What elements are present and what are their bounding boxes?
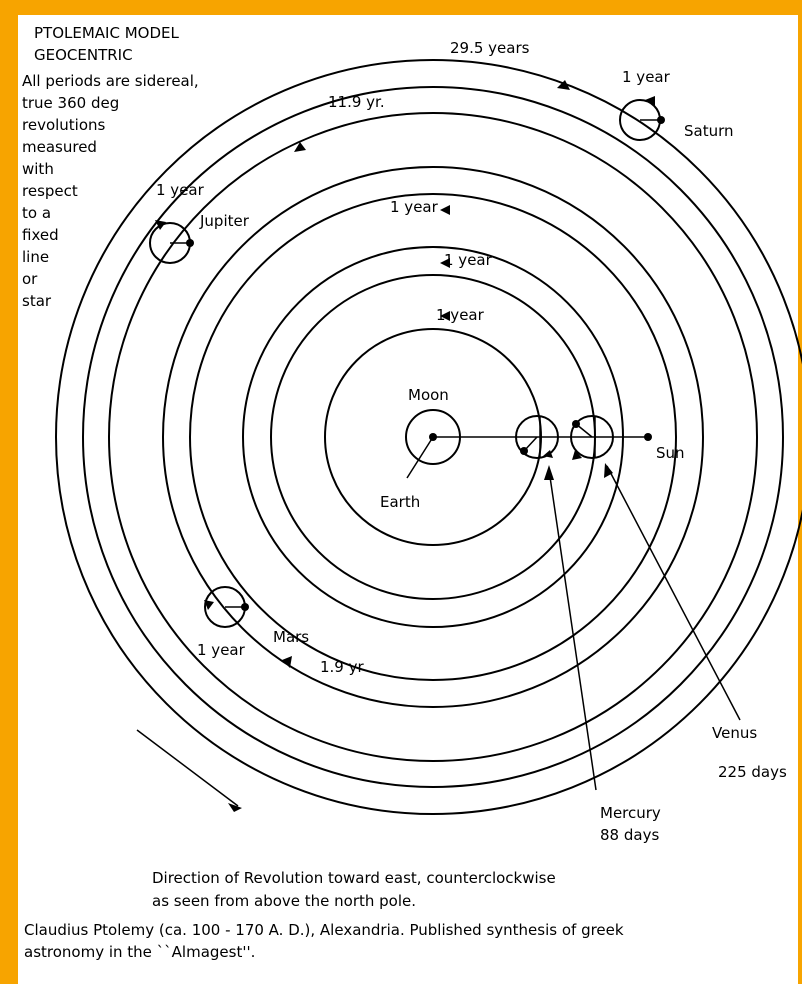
note: fixed: [22, 226, 59, 244]
label: Sun: [656, 444, 685, 462]
label: Moon: [408, 386, 449, 404]
title: PTOLEMAIC MODEL: [34, 24, 179, 42]
note: respect: [22, 182, 78, 200]
note: star: [22, 292, 52, 310]
label: 225 days: [718, 763, 787, 781]
dots: [186, 116, 665, 611]
label: 1 year: [197, 641, 246, 659]
note: line: [22, 248, 49, 266]
label: 11.9 yr.: [328, 93, 385, 111]
lines: [136, 119, 741, 807]
label: Mercury: [600, 804, 661, 822]
label: 1 year: [436, 306, 485, 324]
caption: Direction of Revolution toward east, cou…: [152, 869, 556, 887]
label: Jupiter: [199, 212, 250, 230]
note: measured: [22, 138, 97, 156]
label: 88 days: [600, 826, 659, 844]
note: revolutions: [22, 116, 106, 134]
footer: astronomy in the ``Almagest''.: [24, 943, 255, 961]
note: to a: [22, 204, 51, 222]
label: 1.9 yr: [320, 658, 365, 676]
label: Venus: [712, 724, 757, 742]
note: or: [22, 270, 38, 288]
label: 1 year: [444, 251, 493, 269]
note: true 360 deg: [22, 94, 119, 112]
label: 29.5 years: [450, 39, 530, 57]
label: 1 year: [390, 198, 439, 216]
footer: Claudius Ptolemy (ca. 100 - 170 A. D.), …: [24, 921, 624, 939]
texts: PTOLEMAIC MODEL GEOCENTRIC All periods a…: [22, 24, 787, 961]
label: 1 year: [622, 68, 671, 86]
arrowheads: [155, 80, 655, 812]
note: with: [22, 160, 54, 178]
subtitle: GEOCENTRIC: [34, 46, 133, 64]
label: Saturn: [684, 122, 734, 140]
label: Mars: [273, 628, 309, 646]
label: Earth: [380, 493, 420, 511]
caption: as seen from above the north pole.: [152, 892, 416, 910]
note: All periods are sidereal,: [22, 72, 199, 90]
label: 1 year: [156, 181, 205, 199]
